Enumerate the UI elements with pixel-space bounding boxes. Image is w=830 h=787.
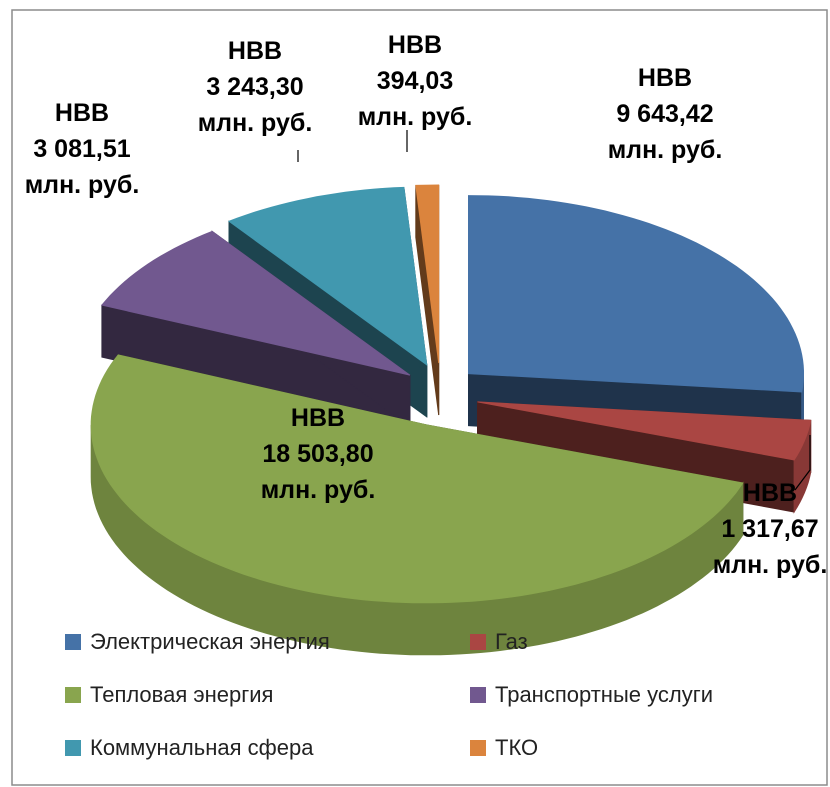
legend-label: Транспортные услуги	[495, 682, 713, 707]
pie-slice	[100, 230, 411, 429]
data-label: НВВ 9 643,42 млн. руб.	[608, 64, 723, 164]
legend-label: Коммунальная сфера	[90, 735, 314, 760]
pie-slice	[415, 184, 440, 416]
legend-swatch	[470, 634, 486, 650]
legend-label: Тепловая энергия	[90, 682, 273, 707]
data-label: НВВ 18 503,80 млн. руб.	[261, 404, 376, 504]
leader-line	[794, 435, 811, 491]
slice-top	[468, 195, 804, 393]
legend-label: Электрическая энергия	[90, 629, 330, 654]
legend-swatch	[65, 687, 81, 703]
slice-top	[477, 401, 812, 461]
slice-top	[227, 186, 428, 366]
data-label: НВВ 3 081,51 млн. руб.	[25, 99, 140, 199]
slice-top	[415, 184, 440, 364]
legend-label: ТКО	[495, 735, 538, 760]
data-label: НВВ 3 243,30 млн. руб.	[198, 37, 313, 137]
pie-slice	[90, 354, 744, 656]
legend-swatch	[65, 634, 81, 650]
legend-swatch	[470, 687, 486, 703]
data-label: НВВ 394,03 млн. руб.	[358, 31, 473, 131]
legend-swatch	[470, 740, 486, 756]
data-label: НВВ 1 317,67 млн. руб.	[713, 479, 828, 579]
slice-top	[100, 230, 411, 376]
chart-border	[11, 9, 828, 786]
legend-swatch	[65, 740, 81, 756]
slice-top	[90, 354, 744, 604]
legend-label: Газ	[495, 629, 528, 654]
